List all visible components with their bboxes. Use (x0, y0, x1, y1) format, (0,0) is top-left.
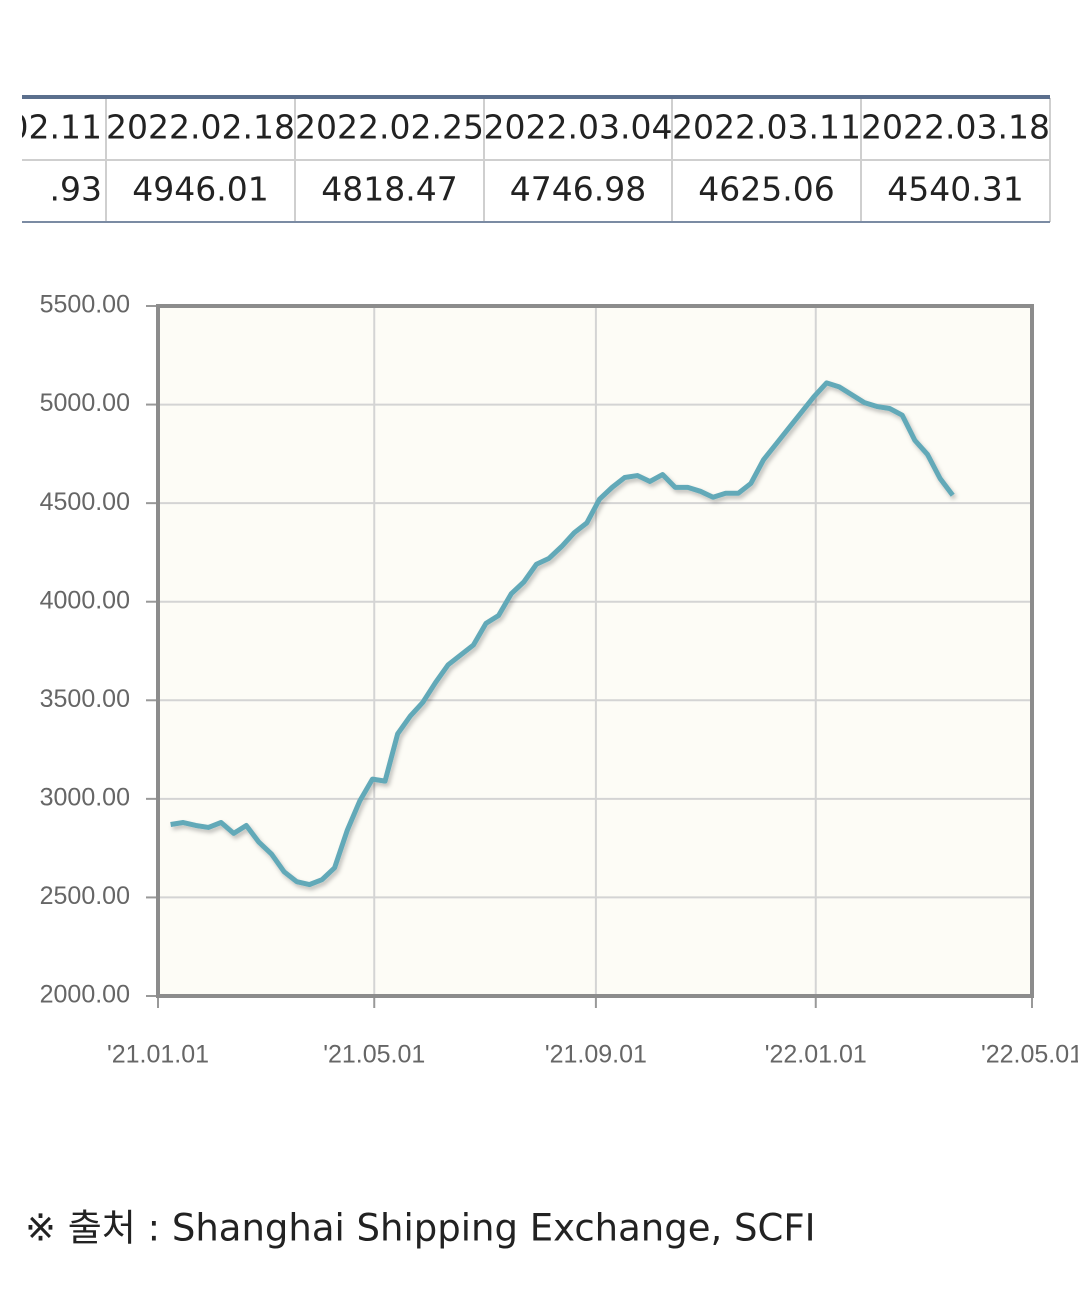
table-header-cell: 2022.03.11 (672, 108, 861, 147)
x-tick-label: '21.05.01 (323, 1041, 425, 1069)
x-tick-label: '22.05.01 (981, 1041, 1078, 1069)
y-tick-label: 4000.00 (40, 586, 130, 614)
table-cell: 4946.01 (132, 170, 268, 209)
table-header-cell: 2022.03.04 (484, 108, 673, 147)
table-header-cell: 2022.02.25 (295, 108, 484, 147)
x-tick-label: '21.01.01 (107, 1041, 209, 1069)
table-cell: 4540.31 (887, 170, 1023, 209)
table-header-cell: 2022.02.18 (106, 108, 295, 147)
y-tick-label: 2500.00 (40, 882, 130, 910)
table-header-cell: 2022.03.18 (861, 108, 1050, 147)
x-tick-label: '22.01.01 (765, 1041, 867, 1069)
table-cell: 4625.06 (698, 170, 834, 209)
table-cell: .93 (50, 170, 102, 209)
y-tick-label: 5000.00 (40, 389, 130, 417)
y-tick-label: 2000.00 (40, 981, 130, 1009)
data-table: 02.11 2022.02.18 2022.02.25 2022.03.04 2022.… (8, 95, 1051, 223)
chart: 2000.00 2500.00 3000.00 3500.00 4000.00 4500.… (40, 291, 1078, 1069)
plot-border (156, 304, 1034, 998)
table-cell: 4818.47 (321, 170, 457, 209)
y-tick-label: 4500.00 (40, 488, 130, 516)
source-note: ※ 출처 : Shanghai Shipping Exchange, SCFI (25, 1207, 816, 1250)
y-tick-label: 3000.00 (40, 783, 130, 811)
y-tick-label: 3500.00 (40, 685, 130, 713)
table-header-cell: 02.11 (8, 108, 102, 147)
x-tick-label: '21.09.01 (545, 1041, 647, 1069)
y-tick-label: 5500.00 (40, 291, 130, 319)
table-cell: 4746.98 (510, 170, 646, 209)
data-line (170, 380, 955, 888)
